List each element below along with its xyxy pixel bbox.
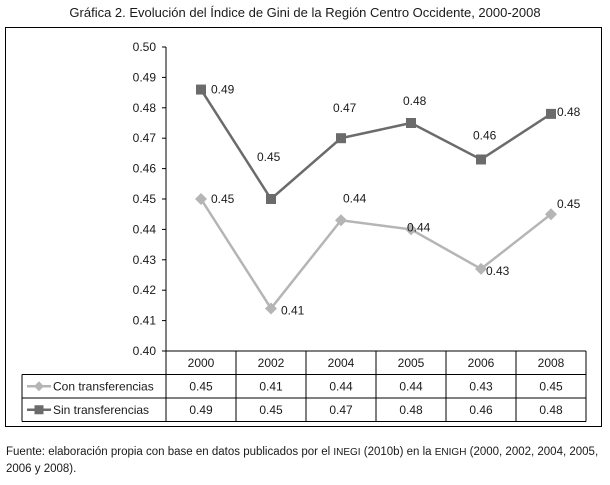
table-cell: 0.49 [189, 403, 213, 417]
table-header-cell: 2004 [328, 356, 355, 370]
y-tick-label: 0.40 [133, 344, 157, 358]
y-tick-label: 0.50 [133, 40, 157, 54]
table-header-cell: 2008 [538, 356, 565, 370]
data-point-square [266, 194, 276, 204]
table-cell: 0.47 [329, 403, 353, 417]
data-point-diamond [335, 214, 347, 227]
data-point-square [336, 133, 346, 144]
source-inegi: INEGI [333, 447, 361, 458]
data-label: 0.45 [211, 192, 235, 206]
data-label: 0.46 [473, 128, 497, 142]
table-cell: 0.44 [329, 379, 353, 393]
table-cell: 0.48 [399, 403, 423, 417]
legend-key-diamond [34, 381, 44, 392]
data-point-square [546, 108, 556, 119]
data-label: 0.48 [557, 105, 581, 119]
y-tick-label: 0.44 [133, 222, 157, 236]
data-label: 0.43 [486, 264, 510, 278]
table-row-label: Con transferencias [53, 379, 154, 393]
table-header-cell: 2005 [398, 356, 425, 370]
data-point-diamond [195, 193, 207, 205]
legend-key-square [34, 405, 44, 415]
data-point-square [406, 118, 416, 128]
data-label: 0.44 [407, 220, 431, 234]
data-label: 0.48 [403, 94, 427, 108]
table-cell: 0.45 [539, 379, 563, 393]
table-cell: 0.46 [469, 403, 493, 417]
table-cell: 0.45 [189, 379, 213, 393]
data-point-diamond [475, 262, 487, 275]
data-point-diamond [265, 302, 277, 315]
source-prefix: Fuente: elaboración propia con base en d… [6, 446, 334, 458]
y-tick-label: 0.43 [133, 253, 157, 267]
data-label: 0.45 [557, 197, 581, 211]
chart-svg: 0.40 0.41 0.42 0.43 0.44 0.45 0.46 0.47 0.48 0.49… [21, 40, 587, 422]
table-header-cell: 2006 [468, 356, 495, 370]
source-suffix: (2000, 2002, 2004, 2005, 2006 y 2008). [6, 446, 599, 475]
series-line-2 [199, 88, 552, 201]
source-note: Fuente: elaboración propia con base en d… [6, 444, 606, 477]
data-point-square [476, 154, 486, 165]
series-line-1 [199, 198, 552, 311]
table-cell: 0.44 [399, 379, 423, 393]
data-point-square [196, 84, 206, 95]
y-tick-label: 0.46 [133, 162, 157, 176]
table-row-label: Sin transferencias [53, 403, 149, 417]
source-middle: (2010b) en la [360, 446, 435, 458]
data-point-diamond [545, 208, 557, 221]
y-tick-label: 0.41 [133, 314, 157, 328]
table-cell: 0.41 [259, 379, 283, 393]
data-label: 0.45 [257, 150, 281, 164]
source-enigh: ENIGH [434, 447, 467, 458]
table-header-cell: 2002 [258, 356, 285, 370]
y-tick-label: 0.48 [133, 101, 157, 115]
table-cell: 0.48 [539, 403, 563, 417]
y-tick-label: 0.45 [133, 192, 157, 206]
data-label: 0.47 [333, 101, 357, 115]
y-tick-label: 0.47 [133, 131, 157, 145]
data-label: 0.41 [281, 303, 305, 317]
table-header-cell: 2000 [188, 356, 215, 370]
y-tick-label: 0.42 [133, 283, 157, 297]
data-label: 0.49 [211, 83, 235, 97]
data-label: 0.44 [343, 191, 367, 205]
table-cell: 0.43 [469, 379, 493, 393]
data-point-diamond [405, 223, 417, 236]
chart-area: 0.40 0.41 0.42 0.43 0.44 0.45 0.46 0.47 0.48 0.49… [5, 27, 602, 427]
chart-title: Gráfica 2. Evolución del Índice de Gini … [69, 5, 541, 20]
y-tick-label: 0.49 [133, 70, 157, 84]
table-cell: 0.45 [259, 403, 283, 417]
